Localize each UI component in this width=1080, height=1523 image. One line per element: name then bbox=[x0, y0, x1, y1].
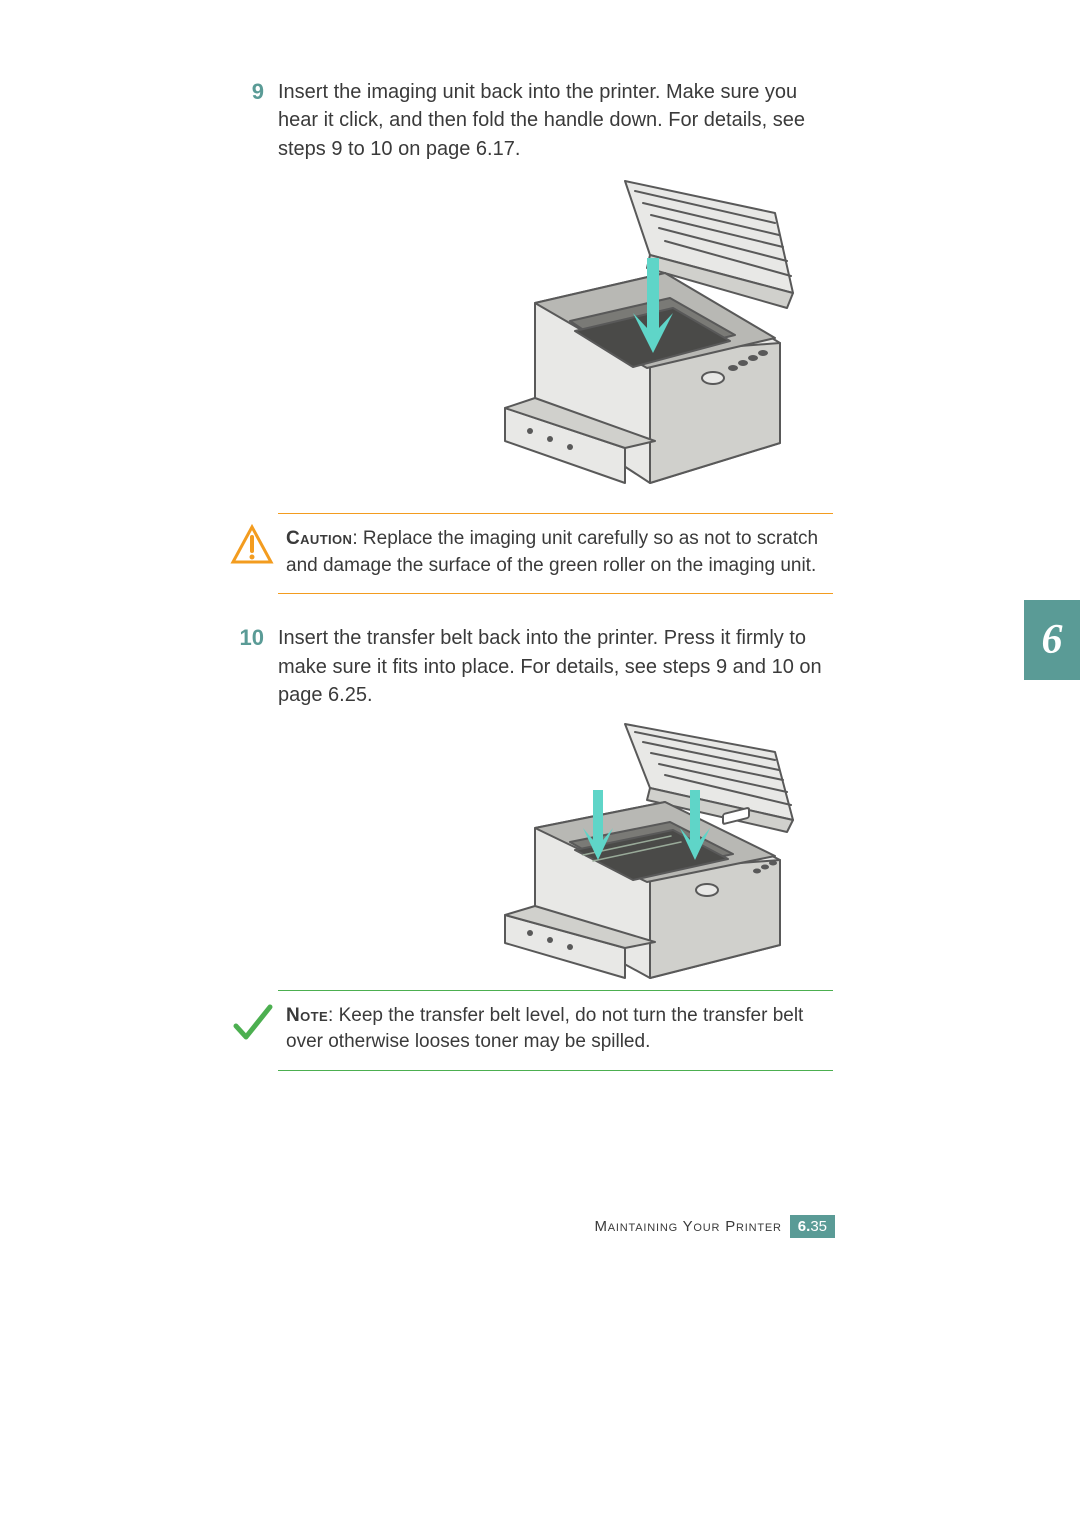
caution-body: Caution: Replace the imaging unit carefu… bbox=[286, 526, 833, 579]
caution-icon bbox=[230, 524, 274, 568]
document-page: 9 Insert the imaging unit back into the … bbox=[0, 0, 1080, 1523]
note-text: : Keep the transfer belt level, do not t… bbox=[286, 1005, 803, 1053]
note-body: Note: Keep the transfer belt level, do n… bbox=[286, 1003, 833, 1056]
printer-illustration-1 bbox=[475, 173, 815, 493]
footer-page: 35 bbox=[810, 1218, 827, 1235]
step-text: Insert the transfer belt back into the p… bbox=[278, 624, 838, 709]
caution-text: : Replace the imaging unit carefully so … bbox=[286, 528, 818, 576]
printer-illustration-2 bbox=[475, 720, 815, 985]
caution-label: Caution bbox=[286, 528, 352, 549]
note-label: Note bbox=[286, 1005, 328, 1026]
note-icon bbox=[230, 1001, 274, 1045]
page-footer: Maintaining Your Printer 6.35 bbox=[595, 1215, 836, 1238]
printer-svg-icon bbox=[475, 720, 815, 985]
content-area: 9 Insert the imaging unit back into the … bbox=[230, 78, 1060, 1071]
caution-callout: Caution: Replace the imaging unit carefu… bbox=[278, 513, 833, 594]
step-9: 9 Insert the imaging unit back into the … bbox=[230, 78, 1060, 163]
footer-title: Maintaining Your Printer bbox=[595, 1218, 782, 1235]
step-number: 10 bbox=[230, 624, 264, 653]
section-tab: 6 bbox=[1024, 600, 1080, 680]
footer-chapter: 6. bbox=[798, 1218, 811, 1235]
step-text: Insert the imaging unit back into the pr… bbox=[278, 78, 838, 163]
printer-svg-icon bbox=[475, 173, 815, 493]
section-number: 6 bbox=[1042, 616, 1063, 664]
step-number: 9 bbox=[230, 78, 264, 107]
note-callout: Note: Keep the transfer belt level, do n… bbox=[278, 990, 833, 1071]
footer-page-number: 6.35 bbox=[790, 1215, 835, 1238]
step-10: 10 Insert the transfer belt back into th… bbox=[230, 624, 1060, 709]
